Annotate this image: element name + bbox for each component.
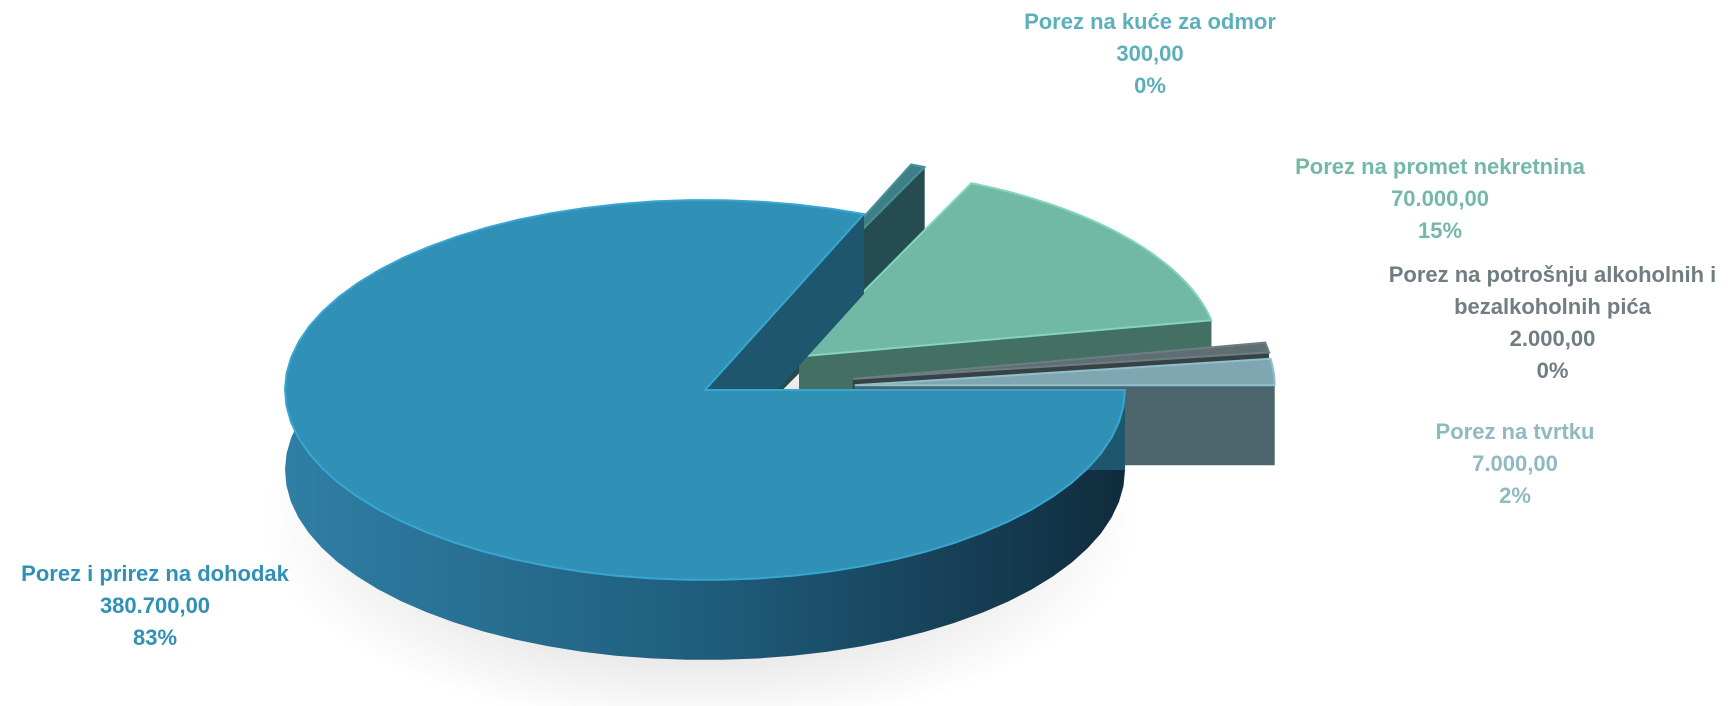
data-label-percent: 15% xyxy=(1417,218,1463,243)
data-label-name-line2: bezalkoholnih pića xyxy=(1454,294,1651,319)
pie-slice-top xyxy=(854,357,1276,387)
data-label-value: 380.700,00 xyxy=(99,593,211,618)
data-label-percent: 2% xyxy=(1499,483,1531,508)
data-label-tvrtka: Porez na tvrtku 7.000,00 2% xyxy=(1400,416,1630,512)
data-label-value: 2.000,00 xyxy=(1509,326,1596,351)
data-label-value: 300,00 xyxy=(1116,41,1184,66)
data-label-alkohol: Porez na potrošnju alkoholnih i bezalkoh… xyxy=(1370,259,1735,387)
data-label-name: Porez na kuće za odmor xyxy=(1024,9,1276,34)
pie-slice-dohodak xyxy=(283,199,1127,660)
pie-slice-top xyxy=(283,199,1127,581)
pie-slice-top xyxy=(796,182,1213,358)
data-label-percent: 0% xyxy=(1134,73,1166,98)
data-label-name: Porez i prirez na dohodak xyxy=(21,561,289,586)
data-label-percent: 0% xyxy=(1536,358,1569,383)
pie-slice-top xyxy=(852,341,1272,380)
data-label-name: Porez na tvrtku xyxy=(1435,419,1595,444)
data-label-nekretnine: Porez na promet nekretnina 70.000,00 15% xyxy=(1255,151,1625,247)
data-label-dohodak: Porez i prirez na dohodak 380.700,00 83% xyxy=(0,558,310,654)
data-label-name: Porez na promet nekretnina xyxy=(1295,154,1585,179)
data-label-value: 7.000,00 xyxy=(1472,451,1558,476)
data-label-kuce-za-odmor: Porez na kuće za odmor 300,00 0% xyxy=(995,6,1305,102)
data-label-name-line1: Porez na potrošnju alkoholnih i xyxy=(1388,262,1717,287)
data-label-percent: 83% xyxy=(132,625,178,650)
data-label-value: 70.000,00 xyxy=(1391,186,1489,211)
